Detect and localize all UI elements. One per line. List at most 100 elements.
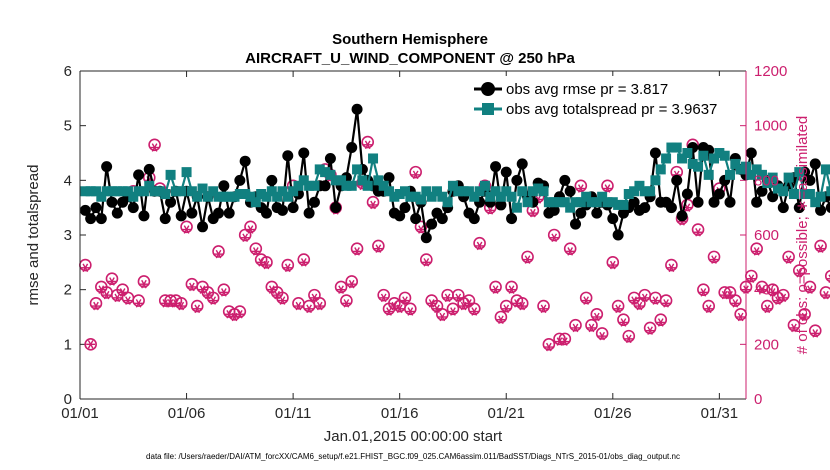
obs-possible-point — [718, 286, 731, 299]
rmse-point — [767, 191, 779, 203]
rmse-point — [106, 196, 118, 208]
totalspread-point — [192, 191, 203, 202]
totalspread-point — [565, 202, 576, 213]
obs-assimilated-point — [816, 244, 826, 253]
y-tick-label-right: 0 — [754, 391, 762, 408]
obs-possible-point — [606, 256, 620, 269]
totalspread-point — [362, 180, 373, 191]
rmse-point — [692, 196, 704, 208]
totalspread-point — [240, 189, 251, 199]
obs-possible-point — [729, 294, 742, 307]
rmse-point — [351, 103, 363, 115]
totalspread-point — [213, 191, 224, 202]
obs-assimilated-point — [709, 255, 719, 264]
totalspread-point — [410, 191, 421, 202]
totalspread-point — [517, 186, 528, 197]
obs-possible-point — [467, 302, 481, 316]
totalspread-point — [314, 164, 325, 175]
obs-assimilated-point — [469, 307, 479, 316]
rmse-point — [127, 202, 139, 214]
totalspread-point — [671, 142, 682, 153]
totalspread-point — [330, 175, 341, 186]
obs-assimilated-point — [118, 288, 128, 297]
totalspread-point — [437, 191, 448, 202]
totalspread-point — [250, 197, 261, 208]
obs-possible-point — [420, 253, 433, 266]
totalspread-point — [650, 175, 661, 186]
totalspread-point — [549, 197, 560, 208]
rmse-point — [79, 204, 91, 216]
obs-possible-point — [84, 338, 97, 351]
rmse-point — [612, 229, 624, 241]
totalspread-point — [799, 189, 810, 199]
obs-assimilated-point — [208, 296, 218, 305]
obs-possible-point — [313, 297, 327, 310]
totalspread-point — [405, 191, 416, 202]
obs-possible-point — [473, 236, 486, 250]
obs-assimilated-point — [283, 263, 293, 273]
totalspread-point — [709, 153, 720, 164]
chart-title: Southern Hemisphere — [332, 31, 488, 48]
obs-possible-point — [697, 283, 710, 296]
obs-possible-point — [803, 280, 817, 294]
rmse-point — [713, 188, 725, 200]
obs-assimilated-point — [544, 342, 554, 352]
y-tick-label-left: 4 — [64, 172, 72, 189]
totalspread-point — [256, 189, 267, 199]
obs-possible-point — [542, 338, 556, 351]
rmse-point — [436, 213, 448, 225]
totalspread-point — [629, 186, 640, 197]
obs-possible-point — [244, 220, 257, 234]
totalspread-point — [554, 197, 565, 208]
rmse-point — [287, 202, 299, 214]
obs-possible-point — [824, 269, 830, 283]
totalspread-point — [234, 189, 245, 199]
y-tick-label-left: 2 — [64, 282, 72, 299]
x-tick-label: 01/16 — [381, 405, 419, 422]
totalspread-point — [453, 186, 464, 197]
totalspread-point — [767, 172, 778, 183]
rmse-point — [410, 213, 422, 225]
obs-possible-point — [212, 245, 225, 258]
rmse-point — [676, 210, 688, 222]
obs-possible-point — [595, 327, 609, 340]
obs-assimilated-point — [96, 285, 106, 294]
totalspread-point — [591, 197, 602, 208]
obs-possible-point — [787, 318, 801, 332]
obs-possible-point — [404, 302, 417, 316]
totalspread-point — [581, 191, 592, 202]
totalspread-point — [661, 153, 672, 164]
totalspread-point — [597, 191, 608, 202]
totalspread-point — [618, 199, 629, 210]
totalspread-point — [447, 180, 458, 191]
obs-assimilated-point — [437, 312, 447, 322]
obs-assimilated-point — [272, 290, 282, 300]
rmse-point — [276, 204, 288, 216]
totalspread-point — [543, 197, 554, 208]
y-tick-label-right: 400 — [754, 282, 779, 299]
obs-possible-point — [276, 291, 289, 305]
obs-assimilated-point — [624, 334, 634, 344]
obs-assimilated-point — [123, 296, 133, 305]
obs-assimilated-point — [192, 304, 202, 314]
totalspread-point — [346, 180, 357, 191]
totalspread-point — [293, 180, 304, 191]
obs-assimilated-point — [800, 312, 810, 322]
series-layer — [79, 103, 830, 352]
obs-assimilated-point — [363, 140, 373, 150]
rmse-point — [570, 218, 582, 230]
totalspread-point — [117, 186, 128, 197]
obs-assimilated-point — [560, 337, 570, 346]
obs-possible-point — [190, 299, 204, 313]
obs-assimilated-point — [107, 277, 117, 286]
totalspread-point — [186, 186, 197, 197]
totalspread-point — [298, 175, 309, 186]
obs-assimilated-point — [150, 143, 160, 152]
rmse-point — [809, 158, 821, 170]
totalspread-point — [128, 191, 139, 202]
plot-area — [80, 71, 746, 399]
totalspread-point — [810, 197, 821, 208]
totalspread-point — [485, 191, 496, 202]
totalspread-point — [714, 148, 725, 158]
